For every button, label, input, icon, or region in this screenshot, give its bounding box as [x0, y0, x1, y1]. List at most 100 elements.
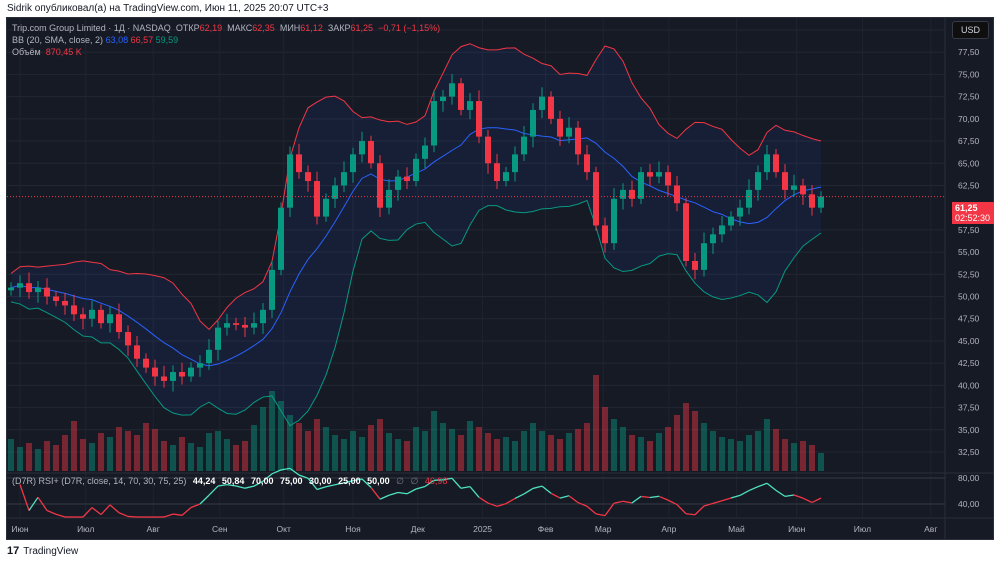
- volume-bar: [314, 419, 320, 471]
- rsi-line: [541, 485, 552, 494]
- volume-bar: [494, 439, 500, 471]
- rsi-line: [784, 494, 795, 497]
- candle-body: [701, 243, 707, 270]
- volume-bar: [458, 435, 464, 471]
- volume-bar: [611, 419, 617, 471]
- tradingview-logo[interactable]: 17 TradingView: [7, 545, 78, 557]
- candle-body: [161, 376, 167, 381]
- x-tick-label: Дек: [411, 524, 425, 534]
- rsi-line: [100, 504, 111, 515]
- candle-body: [512, 154, 518, 173]
- candle-body: [539, 96, 545, 110]
- candle-body: [557, 118, 563, 137]
- volume-bar: [170, 445, 176, 471]
- currency-button[interactable]: USD: [952, 21, 989, 39]
- candle-body: [242, 324, 248, 328]
- volume-bar: [512, 441, 518, 471]
- volume-bar: [674, 415, 680, 471]
- candle-body: [818, 196, 824, 208]
- candle-body: [737, 207, 743, 217]
- rsi-line: [550, 492, 561, 499]
- volume-legend[interactable]: Объём 870,45 K: [12, 46, 440, 58]
- x-tick-label: Июл: [854, 524, 871, 534]
- volume-bar: [692, 411, 698, 471]
- candle-body: [674, 185, 680, 204]
- rsi-line: [739, 490, 750, 496]
- y-tick-label: 45,00: [958, 336, 980, 346]
- rsi-line: [217, 483, 228, 487]
- rsi-value: 50,84: [221, 476, 245, 486]
- volume-bar: [206, 433, 212, 471]
- candle-body: [530, 109, 536, 137]
- y-tick-label: 75,00: [958, 69, 980, 79]
- volume-bar: [53, 445, 59, 471]
- volume-bar: [116, 427, 122, 471]
- candle-body: [431, 101, 437, 146]
- volume-bar: [440, 423, 446, 471]
- bar-countdown: 02:52:30: [955, 213, 991, 223]
- volume-bar: [44, 441, 50, 471]
- rsi-line: [208, 485, 219, 496]
- rsi-line: [262, 473, 273, 482]
- x-tick-label: Фев: [538, 524, 554, 534]
- volume-bar: [593, 375, 599, 471]
- candle-body: [809, 194, 815, 208]
- rsi-line: [424, 479, 435, 488]
- volume-bar: [710, 431, 716, 471]
- rsi-line: [82, 507, 93, 518]
- rsi-legend[interactable]: (D7R) RSI+ (D7R, close, 14, 70, 30, 75, …: [12, 476, 447, 487]
- rsi-line: [172, 513, 183, 516]
- bb-label: BB (20, SMA, close, 2): [12, 35, 104, 45]
- candle-body: [791, 185, 797, 190]
- volume-bar: [341, 439, 347, 471]
- candle-body: [107, 314, 113, 324]
- volume-bar: [665, 427, 671, 471]
- volume-bar: [233, 445, 239, 471]
- x-tick-label: Июн: [788, 524, 805, 534]
- candle-body: [386, 189, 392, 208]
- rsi-tick-label: 40,00: [958, 499, 980, 509]
- rsi-line: [91, 507, 102, 516]
- price-chart[interactable]: 80,00 77,50 75,00 72,50 70,00 67,50 65,00 62,50…: [7, 18, 993, 539]
- rsi-line: [109, 504, 120, 514]
- volume-bar: [35, 449, 41, 471]
- bb-legend[interactable]: BB (20, SMA, close, 2) 63,08 66,57 59,59: [12, 34, 440, 46]
- bb-fill: [11, 43, 821, 426]
- candle-body: [404, 176, 410, 182]
- volume-bar: [278, 401, 284, 471]
- symbol-title[interactable]: Trip.com Group Limited · 1Д · NASDAQ: [12, 23, 171, 33]
- candle-body: [134, 345, 140, 359]
- chart-frame[interactable]: Trip.com Group Limited · 1Д · NASDAQ ОТК…: [6, 17, 994, 540]
- x-tick-label: Авг: [924, 524, 937, 534]
- rsi-line: [748, 486, 759, 492]
- x-tick-label: Мар: [595, 524, 612, 534]
- candle-body: [71, 305, 77, 315]
- volume-bar: [539, 431, 545, 471]
- volume-bar: [476, 427, 482, 471]
- volume-bar: [242, 441, 248, 471]
- y-tick-label: 55,00: [958, 247, 980, 257]
- rsi-line: [415, 485, 426, 490]
- last-price: 61,25: [955, 203, 978, 213]
- candle-body: [719, 225, 725, 235]
- last-price-label: 61,25 02:52:30: [952, 202, 994, 224]
- y-tick-label: 67,50: [958, 136, 980, 146]
- candle-body: [611, 198, 617, 244]
- volume-bar: [296, 423, 302, 471]
- rsi-line: [379, 494, 390, 500]
- volume-bar: [737, 441, 743, 471]
- rsi-line: [613, 500, 624, 504]
- rsi-line: [595, 513, 606, 517]
- candle-body: [143, 358, 149, 368]
- rsi-line: [577, 501, 588, 507]
- y-tick-label: 62,50: [958, 180, 980, 190]
- volume-bar: [530, 423, 536, 471]
- volume-bar: [134, 435, 140, 471]
- candle-body: [296, 154, 302, 173]
- candle-body: [728, 216, 734, 226]
- candle-body: [746, 189, 752, 208]
- rsi-line: [559, 495, 570, 499]
- candle-body: [17, 283, 23, 288]
- volume-bar: [647, 441, 653, 471]
- candle-body: [80, 314, 86, 319]
